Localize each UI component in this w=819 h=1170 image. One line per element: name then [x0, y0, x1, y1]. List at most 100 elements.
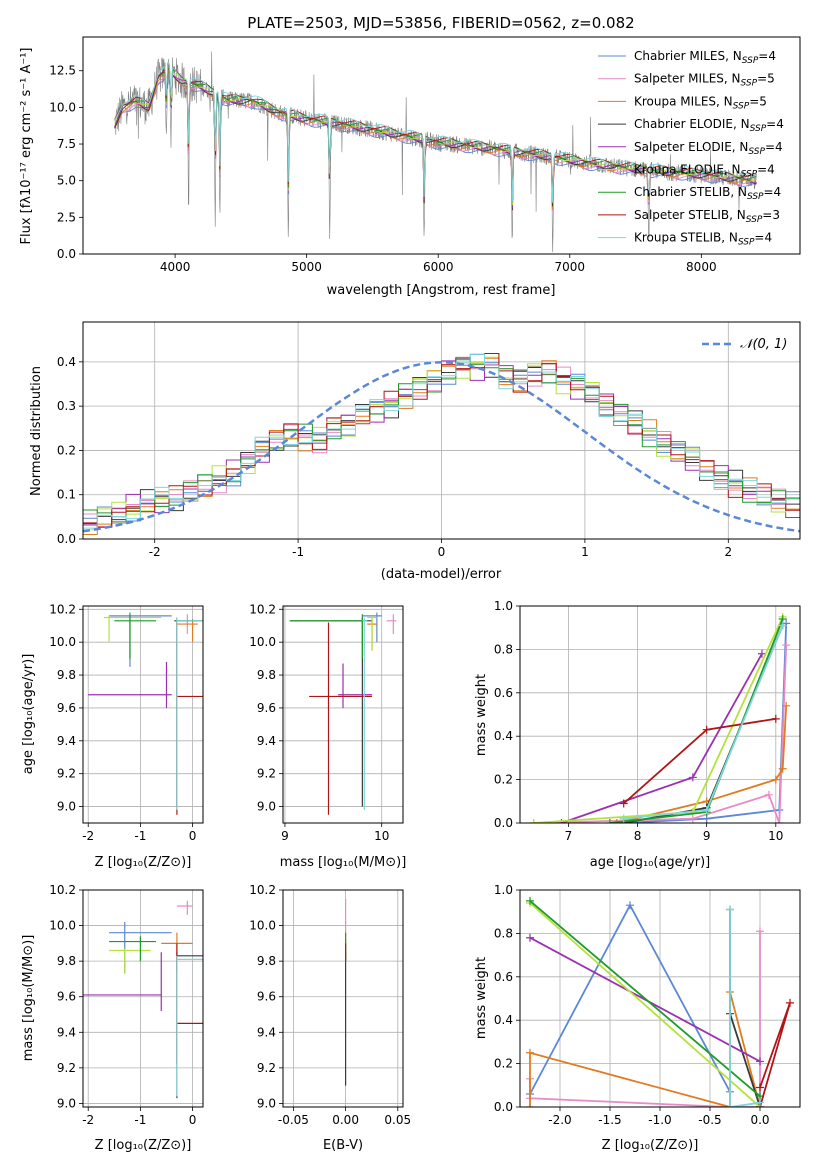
y-tick-label: 9.6	[57, 990, 76, 1004]
legend-nssp-value: =5	[749, 94, 767, 108]
y-tick-label: 0.2	[494, 1057, 513, 1071]
x-tick-label: -1.5	[598, 1113, 621, 1127]
age-mass-plot-area: 9 10 9.0 9.2 9.4 9.6 9.8 10.0 10.2	[249, 602, 404, 843]
y-tick-label: 0.6	[494, 970, 513, 984]
y-tick-label: 0.4	[494, 1013, 513, 1027]
y-tick-label: 12.5	[49, 64, 76, 78]
legend-label: Chabrier STELIB, NSSP=4	[634, 185, 781, 202]
histogram-plot-area: -2 -1 0 1 2 0.0 0.1 0.2 0.3 0.4	[57, 321, 801, 559]
y-tick-label: 0.8	[494, 926, 513, 940]
legend-nssp-value: =3	[762, 208, 780, 222]
residual-histogram-panel: -2 -1 0 1 2 0.0 0.1 0.2 0.3 0.4 𝒩(0, 1) (data-mod…	[29, 321, 801, 582]
plus-marker	[756, 1083, 764, 1092]
plus-marker	[526, 1103, 534, 1107]
mass-Z-plot-area: -2 -1 0 9.0 9.2 9.4 9.6 9.8 10.0 10.2	[49, 883, 204, 1127]
massweight-age-xlabel: age [log₁₀(age/yr)]	[590, 855, 711, 870]
mass-vs-metallicity-panel: -2 -1 0 9.0 9.2 9.4 9.6 9.8 10.0 10.2 Z [log₁₀(Z/…	[21, 883, 204, 1153]
plus-marker	[757, 649, 766, 658]
legend-label: Kroupa ELODIE, NSSP=4	[634, 163, 775, 180]
y-tick-label: 9.0	[257, 1096, 276, 1110]
y-tick-label: 10.2	[49, 883, 76, 897]
histogram-ylabel: Normed distribution	[29, 366, 44, 496]
y-tick-label: 0.8	[494, 642, 513, 656]
plus-marker	[771, 714, 780, 723]
y-tick-label: 0.0	[57, 532, 76, 546]
x-tick-label: 6000	[423, 260, 454, 274]
legend-label: Kroupa STELIB, NSSP=4	[634, 231, 772, 248]
y-tick-label: 9.6	[257, 990, 276, 1004]
y-tick-label: 10.2	[249, 883, 276, 897]
mass-vs-ebv-panel: -0.05 0.00 0.05 9.0 9.2 9.4 9.6 9.8 10.0 10.2 E(B…	[249, 883, 411, 1153]
plot-content	[289, 612, 397, 815]
plus-marker	[612, 819, 621, 823]
age-mass-xlabel: mass [log₁₀(M/M⊙)]	[280, 855, 407, 870]
plus-marker	[756, 927, 764, 936]
y-tick-label: 9.8	[57, 668, 76, 682]
y-tick-label: 9.2	[57, 767, 76, 781]
plus-marker	[526, 896, 534, 905]
y-tick-label: 10.2	[49, 602, 76, 616]
massweight-Z-ylabel: mass weight	[474, 957, 489, 1039]
legend-nssp-value: =5	[757, 72, 775, 86]
axes-frame	[82, 36, 801, 255]
axes-frame	[82, 321, 801, 540]
y-tick-label: 9.0	[57, 1096, 76, 1110]
y-tick-label: 0.1	[57, 488, 76, 502]
plus-marker	[619, 799, 628, 808]
plus-marker	[688, 773, 697, 782]
reference-label: 𝒩(0, 1)	[740, 337, 787, 352]
y-tick-label: 0.2	[494, 773, 513, 787]
legend-nssp-value: =4	[766, 117, 784, 131]
x-tick-label: -2.0	[548, 1113, 571, 1127]
y-tick-label: 10.0	[49, 919, 76, 933]
x-tick-label: 7000	[554, 260, 585, 274]
plus-marker	[526, 1048, 534, 1057]
histogram-step	[83, 353, 800, 522]
legend-nssp-value: =4	[757, 163, 775, 177]
legend-label: Kroupa MILES, NSSP=5	[634, 94, 767, 111]
legend-nssp-value: =4	[754, 231, 772, 245]
axes-frame	[282, 605, 404, 824]
x-tick-label: -2	[149, 545, 161, 559]
spectrum-panel: 4000 5000 6000 7000 8000 0.0 2.5 5.0 7.5 10.0 12.5…	[19, 36, 801, 298]
axes-frame	[82, 605, 204, 824]
x-tick-label: -0.5	[698, 1113, 721, 1127]
histogram-step	[83, 357, 800, 535]
x-tick-label: 9	[703, 829, 711, 843]
y-tick-label: 10.0	[49, 100, 76, 114]
x-tick-label: -2	[82, 1113, 94, 1127]
y-tick-label: 0.4	[57, 355, 76, 369]
y-tick-label: 10.2	[249, 602, 276, 616]
x-tick-label: 5000	[291, 260, 322, 274]
plus-marker	[726, 1103, 734, 1107]
spectrum-plot-area: 4000 5000 6000 7000 8000 0.0 2.5 5.0 7.5 10.0 12.5	[49, 36, 801, 274]
mass-weight-line	[533, 645, 788, 823]
legend-subscript: SSP	[742, 56, 759, 66]
x-tick-label: 0	[189, 829, 197, 843]
y-tick-label: 10.0	[249, 919, 276, 933]
legend-subscript: SSP	[747, 192, 764, 202]
y-tick-label: 0.2	[57, 443, 76, 457]
age-vs-mass-panel: 9 10 9.0 9.2 9.4 9.6 9.8 10.0 10.2 mass [log₁₀(M…	[249, 602, 406, 870]
y-tick-label: 9.2	[257, 1061, 276, 1075]
x-tick-label: 8	[634, 829, 642, 843]
massweight-age-ylabel: mass weight	[474, 674, 489, 756]
legend-series-name: Salpeter ELODIE, N	[634, 140, 748, 154]
x-tick-label: -1	[134, 1113, 146, 1127]
massweight-age-plot-area: 7 8 9 10 0.0 0.2 0.4 0.6 0.8 1.0	[494, 599, 801, 843]
plus-marker	[782, 701, 791, 710]
plot-content	[83, 353, 800, 535]
plus-marker	[775, 819, 784, 823]
axes-frame	[282, 889, 404, 1108]
mass-weight-line	[623, 717, 776, 805]
histogram-xlabel: (data-model)/error	[381, 567, 502, 582]
plus-marker	[526, 933, 534, 942]
histogram-step	[83, 353, 800, 529]
plus-marker	[529, 819, 538, 823]
x-tick-label: 0	[438, 545, 446, 559]
x-tick-label: 2	[724, 545, 732, 559]
mass-weight-line	[616, 705, 788, 823]
legend-series-name: Kroupa ELODIE, N	[634, 163, 741, 177]
